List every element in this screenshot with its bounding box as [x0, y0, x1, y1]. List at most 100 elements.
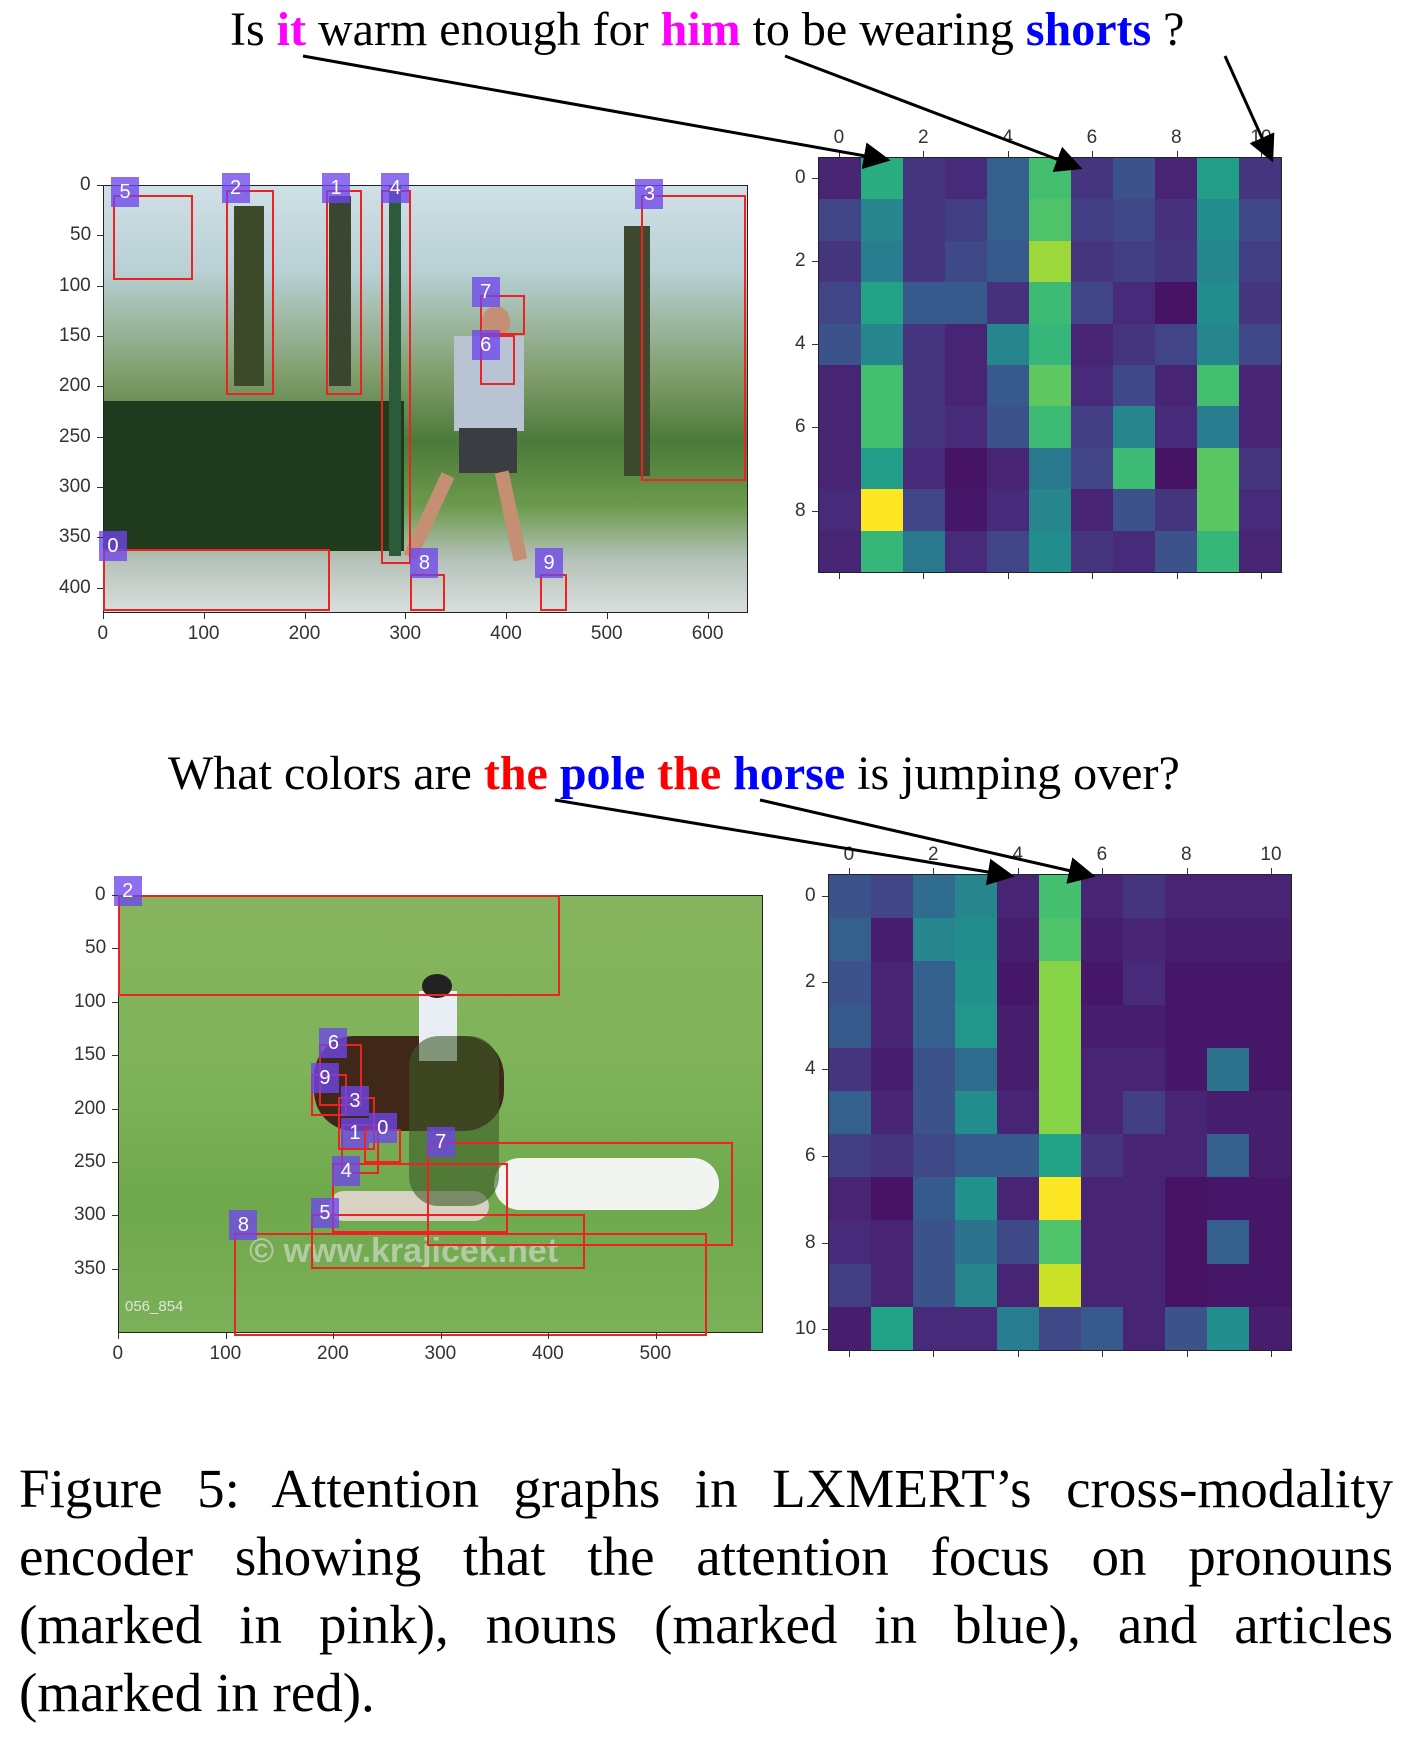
heatmap-cell [997, 961, 1039, 1005]
heatmap-x-tick: 0 [833, 127, 845, 148]
tick-mark [1260, 151, 1262, 157]
heatmap-cell [1249, 1306, 1291, 1350]
heatmap-cell [871, 1177, 913, 1221]
heatmap-cell [1155, 365, 1197, 407]
bounding-box [332, 1162, 509, 1234]
tick-mark [1176, 573, 1178, 579]
heatmap-cell [997, 1306, 1039, 1350]
image-x-tick: 500 [639, 1343, 672, 1364]
heatmap-cell [861, 158, 903, 200]
heatmap-cell [1123, 918, 1165, 962]
tick-mark [1186, 868, 1188, 874]
heatmap-cell [987, 199, 1029, 241]
heatmap-cell [1197, 447, 1239, 490]
heatmap-cell [1155, 240, 1197, 283]
heatmap-cell [1249, 1134, 1291, 1178]
heatmap-cell [819, 489, 861, 531]
heatmap-cell [903, 240, 945, 283]
image-y-tick: 150 [74, 1044, 106, 1066]
heatmap-cell [829, 1047, 871, 1091]
heatmap-cell [1207, 1004, 1249, 1048]
bounding-box [233, 1233, 708, 1337]
tick-mark [112, 1215, 118, 1217]
heatmap-cell [1165, 875, 1207, 919]
heatmap-cell [1071, 282, 1113, 324]
heatmap-cell [997, 1220, 1039, 1264]
tick-mark [822, 1069, 828, 1071]
heatmap-cell [1197, 365, 1239, 407]
heatmap-cell [1071, 323, 1113, 365]
tick-mark [1176, 151, 1178, 157]
heatmap-cell [1113, 240, 1155, 283]
tick-mark [933, 868, 935, 874]
image-x-tick: 0 [97, 623, 109, 644]
tick-mark [1102, 868, 1104, 874]
heatmap-cell [945, 447, 987, 490]
heatmap-cell [1029, 406, 1071, 448]
tick-mark [812, 344, 818, 346]
heatmap-x-tick: 4 [1012, 844, 1023, 865]
heatmap-cell [1081, 875, 1123, 919]
box-label: 6 [471, 330, 500, 361]
heatmap-cell [1165, 1004, 1207, 1048]
heatmap-cell [871, 961, 913, 1005]
heatmap-cell [1155, 489, 1197, 531]
heatmap-cell [903, 447, 945, 490]
heatmap-cell [1249, 1047, 1291, 1091]
image-y-tick: 200 [74, 1097, 106, 1119]
bounding-box [310, 1214, 586, 1270]
heatmap-cell [1123, 875, 1165, 919]
heatmap-cell [819, 365, 861, 407]
heatmap-cell [871, 1263, 913, 1307]
tick-mark [333, 1333, 334, 1339]
heatmap-cell [1113, 406, 1155, 448]
heatmap-cell [1071, 158, 1113, 200]
heatmap-cell [1029, 158, 1071, 200]
heatmap-cell [1207, 1047, 1249, 1091]
tick-mark [97, 185, 103, 186]
image-x-tick: 400 [532, 1343, 564, 1364]
heatmap-cell [987, 365, 1029, 407]
heatmap-cell [1123, 1220, 1165, 1264]
question-text [645, 747, 657, 800]
brush [409, 1036, 499, 1206]
heatmap-cell [1249, 1090, 1291, 1135]
figure-caption: Figure 5: Attention graphs in LXMERT’s c… [19, 1458, 1393, 1723]
heatmap-cell [1249, 1220, 1291, 1264]
heatmap-cell [1155, 406, 1197, 448]
heatmap-cell [1029, 282, 1071, 324]
heatmap-cell [913, 918, 955, 962]
horse-photo: © www.krajicek.net 056_854 [118, 895, 763, 1333]
heatmap-cell [1071, 530, 1113, 572]
heatmap-cell [903, 530, 945, 572]
heatmap-cell [1155, 282, 1197, 324]
heatmap-cell [1029, 530, 1071, 572]
heatmap-cell [1039, 1306, 1081, 1350]
box-label: 3 [635, 179, 664, 209]
image-y-tick: 300 [59, 476, 91, 498]
heatmap-cell [871, 1047, 913, 1091]
box-label: 9 [310, 1063, 339, 1094]
heatmap-cell [1197, 158, 1239, 200]
heatmap-cell [913, 1004, 955, 1048]
heatmap-cell [1113, 199, 1155, 241]
tick-mark [849, 868, 851, 874]
tick-mark [812, 427, 818, 429]
heatmap-cell [1165, 1263, 1207, 1307]
heatmap-y-tick: 6 [795, 416, 806, 438]
heatmap-x-tick: 8 [1171, 127, 1182, 148]
heatmap-cell [1039, 875, 1081, 919]
heatmap-cell [1239, 447, 1281, 490]
heatmap-cell [1081, 961, 1123, 1005]
heatmap-cell [913, 1047, 955, 1091]
tick-mark [1007, 151, 1009, 157]
heatmap-y-tick: 10 [795, 1318, 817, 1340]
heatmap-cell [819, 323, 861, 365]
heatmap-y-tick: 8 [795, 499, 806, 521]
bounding-box [426, 1141, 734, 1246]
heatmap-cell [1239, 158, 1281, 200]
tick-mark [97, 285, 103, 287]
heatmap-cell [987, 158, 1029, 200]
heatmap-cell [861, 447, 903, 490]
heatmap-cell [819, 282, 861, 324]
